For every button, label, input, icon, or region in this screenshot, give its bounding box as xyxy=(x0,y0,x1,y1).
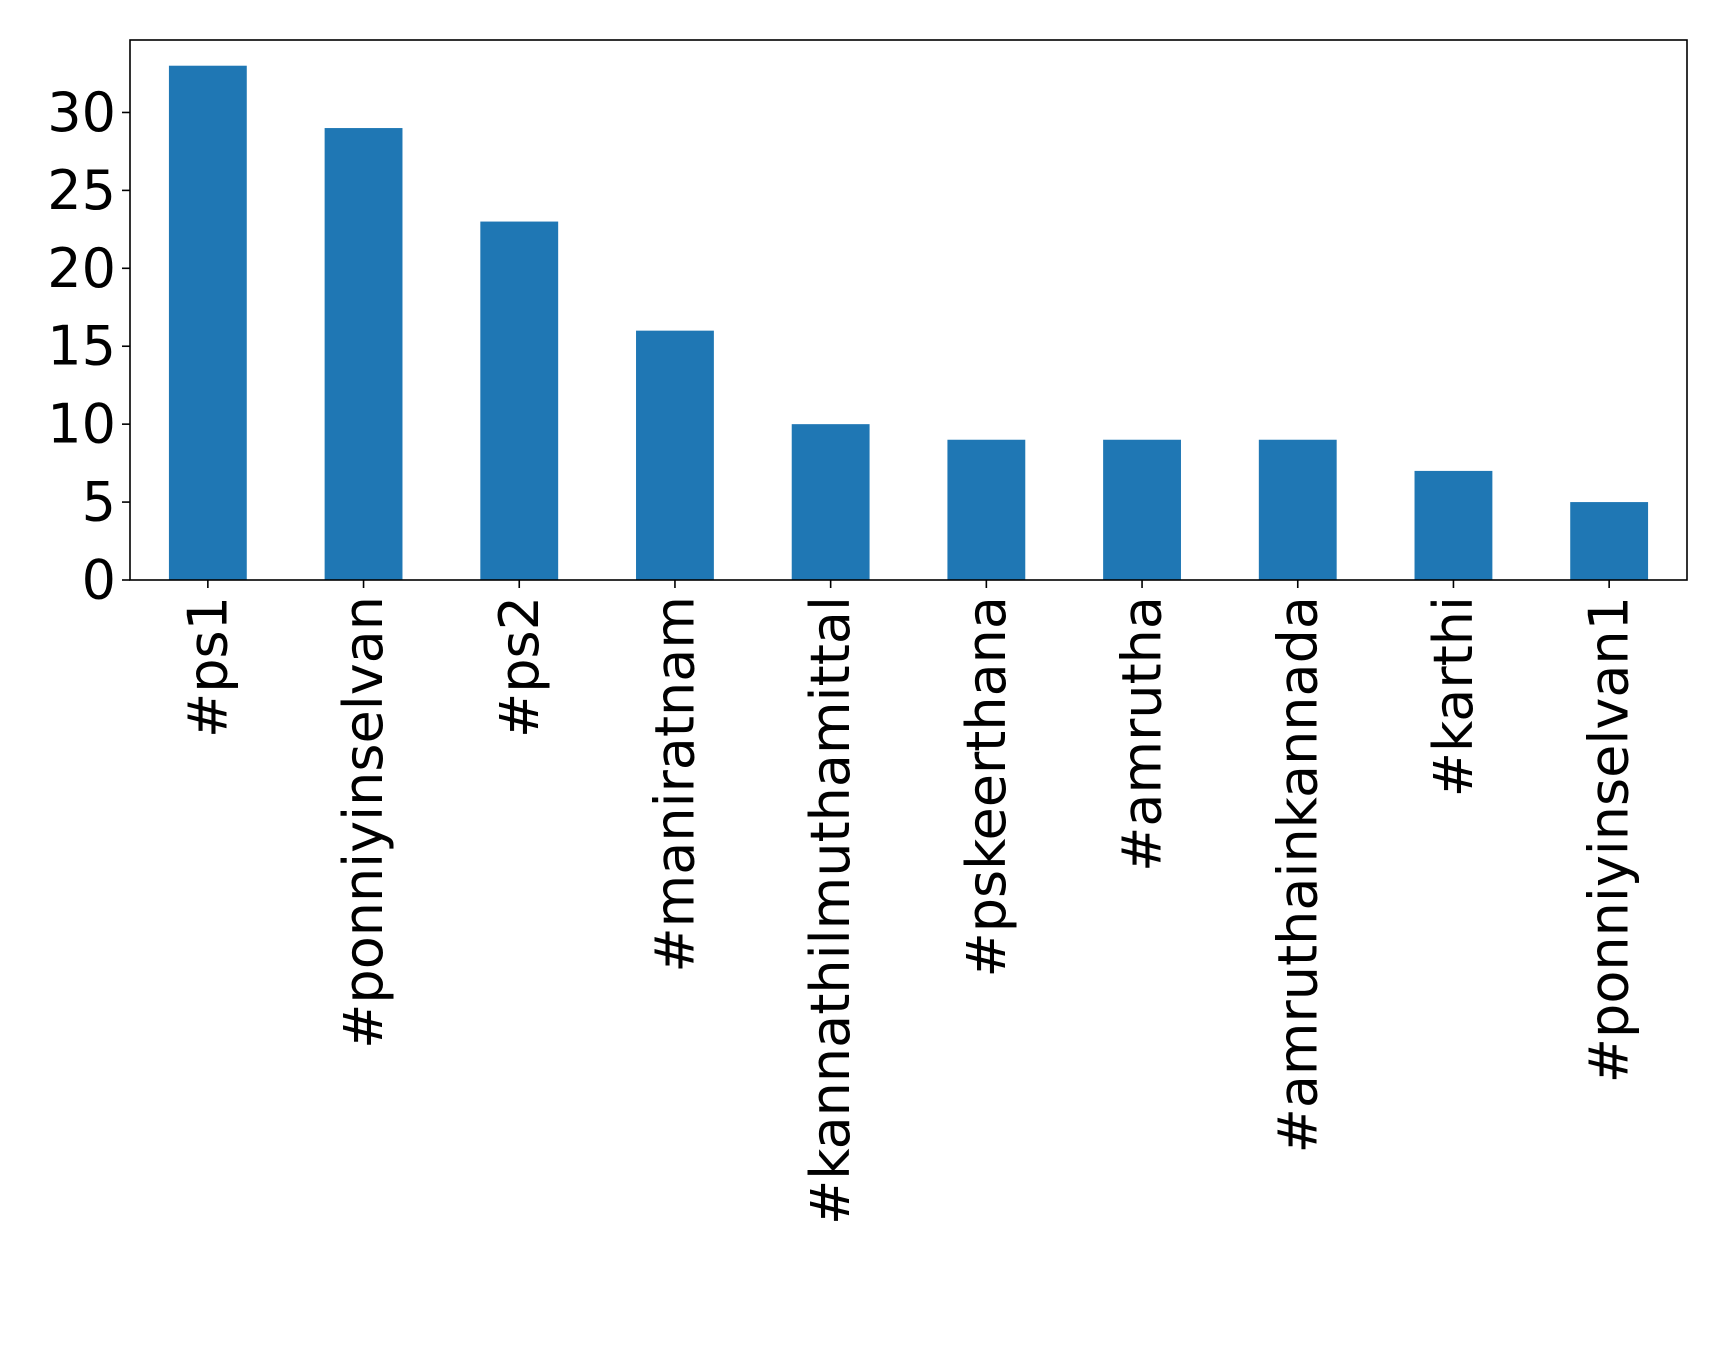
x-tick-label-2: #ps2 xyxy=(488,596,551,738)
y-tick-label-5: 25 xyxy=(47,159,116,222)
x-tick-label-7: #amruthainkannada xyxy=(1266,596,1329,1153)
y-tick-label-1: 5 xyxy=(82,471,116,534)
x-tick-label-3: #maniratnam xyxy=(643,596,706,973)
y-tick-label-4: 20 xyxy=(47,237,116,300)
plot-frame xyxy=(129,39,1688,581)
y-tick-label-0: 0 xyxy=(82,549,116,612)
bars-layer xyxy=(168,65,1649,580)
y-tick-label-3: 15 xyxy=(47,315,116,378)
bar-9 xyxy=(1570,502,1649,580)
x-tick-label-4: #kannathilmuthamittal xyxy=(799,596,862,1225)
bar-6 xyxy=(1103,439,1181,580)
x-tick-label-8: #karthi xyxy=(1422,596,1485,797)
x-tick-label-5: #pskeerthana xyxy=(955,596,1018,977)
bar-8 xyxy=(1414,470,1493,580)
bar-3 xyxy=(636,330,714,580)
bar-2 xyxy=(480,221,559,580)
bar-1 xyxy=(324,128,403,580)
bar-7 xyxy=(1258,439,1337,580)
x-axis: #ps1 #ponniyinselvan #ps2 #maniratnam #kanna… xyxy=(176,580,1641,1225)
x-tick-label-9: #ponniyinselvan1 xyxy=(1578,596,1641,1083)
x-tick-label-6: #amrutha xyxy=(1111,596,1174,872)
y-tick-label-2: 10 xyxy=(47,393,116,456)
x-tick-label-0: #ps1 xyxy=(176,596,239,738)
y-tick-label-6: 30 xyxy=(47,81,116,144)
bar-0 xyxy=(168,65,247,580)
y-axis: 0 5 10 15 20 25 30 xyxy=(47,81,130,612)
bar-5 xyxy=(947,439,1026,580)
bar-4 xyxy=(791,424,870,580)
x-tick-label-1: #ponniyinselvan xyxy=(332,596,395,1049)
